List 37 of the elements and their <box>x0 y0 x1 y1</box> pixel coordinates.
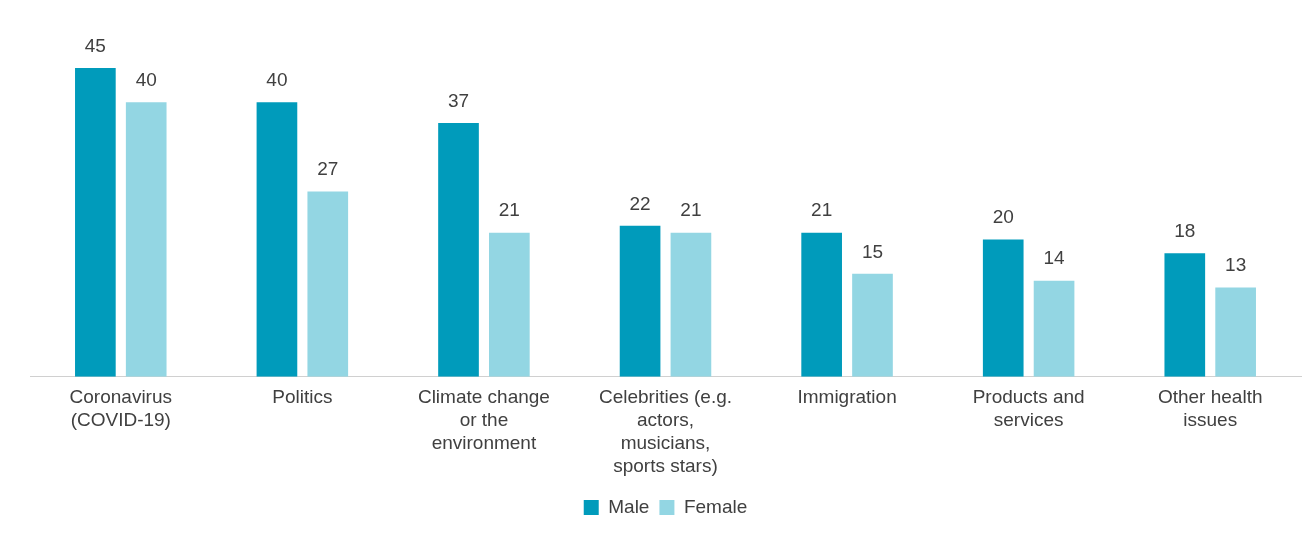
data-label: 40 <box>135 69 157 91</box>
legend-label: Female <box>683 495 748 517</box>
bar <box>619 225 661 377</box>
data-label: 20 <box>992 206 1014 228</box>
x-tick-label: Immigration <box>797 386 897 408</box>
bar <box>75 68 116 377</box>
x-tick-label: Politics <box>272 386 333 408</box>
x-tick-label: Products and services <box>972 386 1085 431</box>
bar <box>1033 280 1075 377</box>
x-tick-label: Celebrities (e.g. actors, musicians, sports stars) <box>598 386 733 476</box>
bar <box>125 102 167 377</box>
bar <box>982 239 1024 377</box>
bar <box>1164 253 1206 377</box>
bar <box>852 273 893 377</box>
bar <box>307 191 349 377</box>
bar <box>489 232 530 377</box>
bar <box>1215 287 1256 377</box>
data-label: 13 <box>1225 254 1247 276</box>
data-label: 18 <box>1174 220 1196 242</box>
legend-label: Male <box>608 495 650 517</box>
data-label: 37 <box>447 89 470 111</box>
data-label: 40 <box>266 69 288 91</box>
data-label: 14 <box>1043 247 1066 269</box>
bar <box>670 232 712 377</box>
bar <box>256 102 298 377</box>
x-tick-label: Other health issues <box>1157 386 1263 431</box>
data-label: 45 <box>84 34 106 56</box>
data-label: 21 <box>498 199 520 221</box>
data-label: 15 <box>861 240 884 262</box>
bar <box>438 122 479 377</box>
data-label: 21 <box>811 199 833 221</box>
x-tick-label: Coronavirus (COVID-19) <box>69 386 172 431</box>
bar <box>801 232 842 377</box>
x-tick-label: Climate change or the environment <box>417 386 550 454</box>
data-label: 21 <box>680 199 702 221</box>
data-label: 22 <box>629 192 651 214</box>
data-label: 27 <box>317 158 339 180</box>
